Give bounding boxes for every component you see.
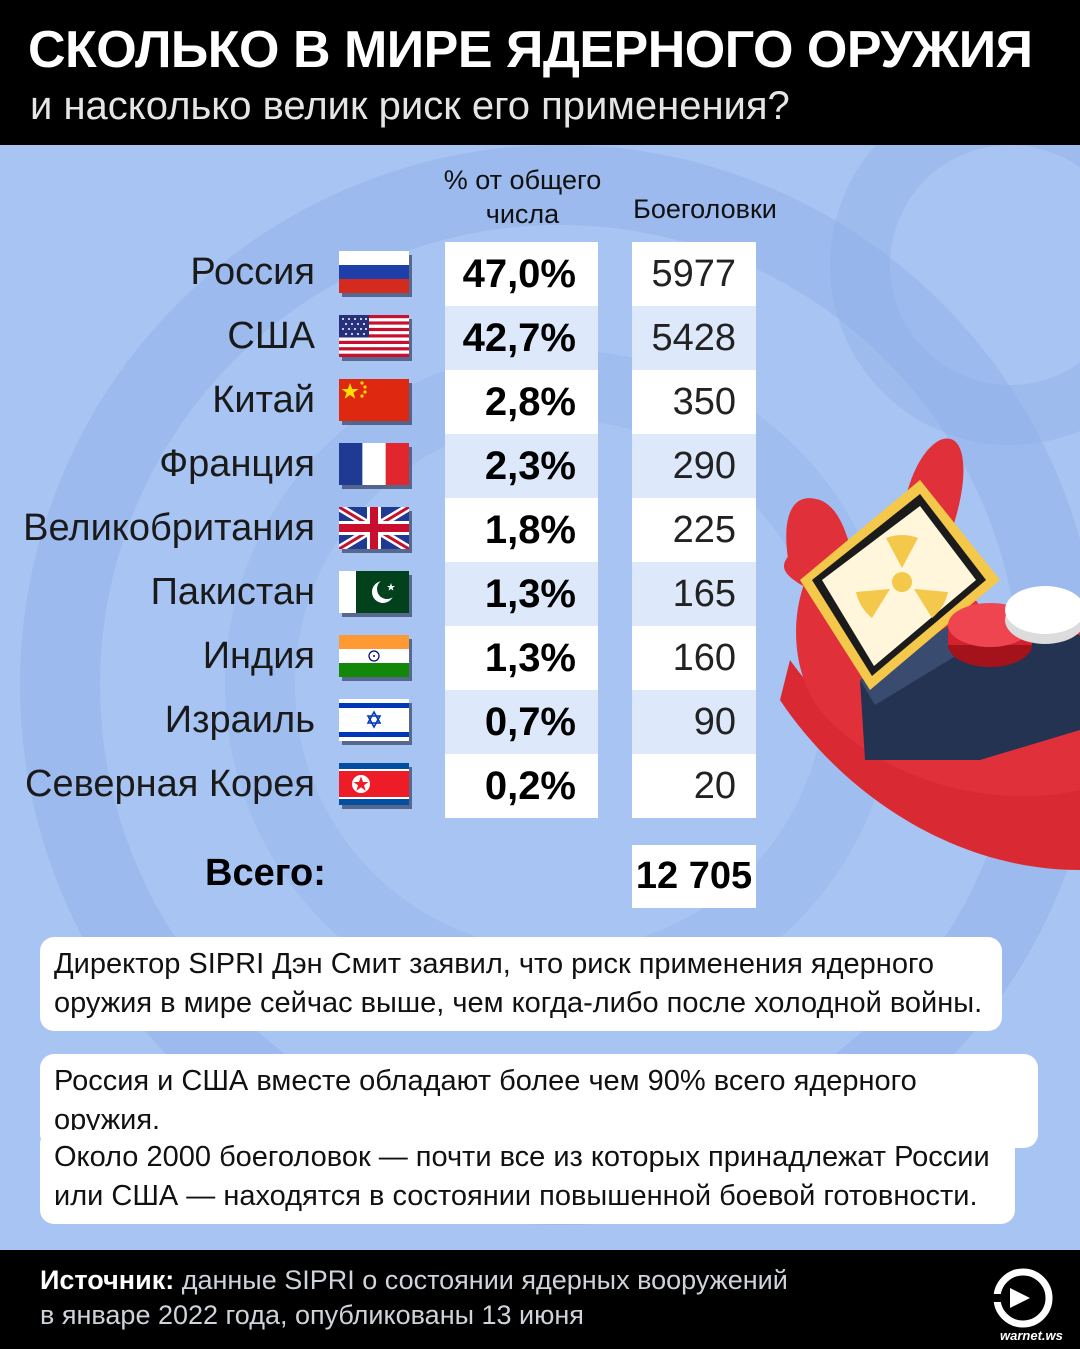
country-label: Северная Корея	[25, 763, 315, 805]
pakistan-flag-icon	[339, 571, 409, 613]
country-label: Россия	[190, 251, 315, 293]
percent-cell: 42,7%	[445, 306, 598, 370]
warheads-cell: 20	[632, 754, 756, 818]
country-label: Великобритания	[23, 507, 315, 549]
warheads-cell: 5428	[632, 306, 756, 370]
page-title: СКОЛЬКО В МИРЕ ЯДЕРНОГО ОРУЖИЯ	[28, 21, 1033, 79]
warheads-cell: 290	[632, 434, 756, 498]
column-header-warheads: Боеголовки	[633, 194, 777, 224]
column-header-percent-line1: % от общего	[443, 165, 602, 195]
note-high-alert-warheads: Около 2000 боеголовок — почти все из кот…	[40, 1130, 1015, 1224]
percent-cell: 0,7%	[445, 690, 598, 754]
india-flag-icon	[339, 635, 409, 677]
percent-cell: 2,3%	[445, 434, 598, 498]
source-line-2: в январе 2022 года, опубликованы 13 июня	[40, 1300, 584, 1330]
north-korea-flag-icon	[339, 763, 409, 805]
usa-flag-icon	[339, 315, 409, 357]
percent-cell: 1,3%	[445, 562, 598, 626]
source-text: Источник: данные SIPRI о состоянии ядерн…	[40, 1263, 788, 1333]
percent-cell: 2,8%	[445, 370, 598, 434]
warheads-cell: 160	[632, 626, 756, 690]
russia-flag-icon	[339, 251, 409, 293]
page-subtitle: и насколько велик риск его применения?	[30, 84, 790, 128]
warheads-cell: 90	[632, 690, 756, 754]
source-label: Источник:	[40, 1265, 175, 1295]
country-label: Пакистан	[150, 571, 315, 613]
column-header-percent-line2: числа	[485, 199, 560, 229]
column-header-percent: % от общего числа	[430, 163, 615, 231]
country-label: Индия	[202, 635, 315, 677]
percent-cell: 1,8%	[445, 498, 598, 562]
israel-flag-icon	[339, 699, 409, 741]
warheads-cell: 5977	[632, 242, 756, 306]
percent-cell: 0,2%	[445, 754, 598, 818]
footer	[0, 1250, 1080, 1349]
brand-logo-icon	[990, 1268, 1053, 1328]
header	[0, 0, 1080, 145]
country-label: США	[227, 315, 315, 357]
warheads-cell: 225	[632, 498, 756, 562]
total-label: Всего:	[205, 852, 326, 894]
country-label: Китай	[212, 379, 315, 421]
china-flag-icon	[339, 379, 409, 421]
country-label: Израиль	[164, 699, 315, 741]
warheads-cell: 350	[632, 370, 756, 434]
country-label: Франция	[159, 443, 315, 485]
france-flag-icon	[339, 443, 409, 485]
uk-flag-icon	[339, 507, 409, 549]
percent-cell: 47,0%	[445, 242, 598, 306]
note-sipri-director: Директор SIPRI Дэн Смит заявил, что риск…	[40, 937, 1002, 1031]
total-value: 12 705	[632, 845, 756, 908]
hand-nuclear-case-illustration	[780, 438, 1080, 870]
percent-cell: 1,3%	[445, 626, 598, 690]
warheads-cell: 165	[632, 562, 756, 626]
watermark-text: warnet.ws	[1000, 1328, 1063, 1343]
source-line-1: данные SIPRI о состоянии ядерных вооруже…	[181, 1265, 788, 1295]
